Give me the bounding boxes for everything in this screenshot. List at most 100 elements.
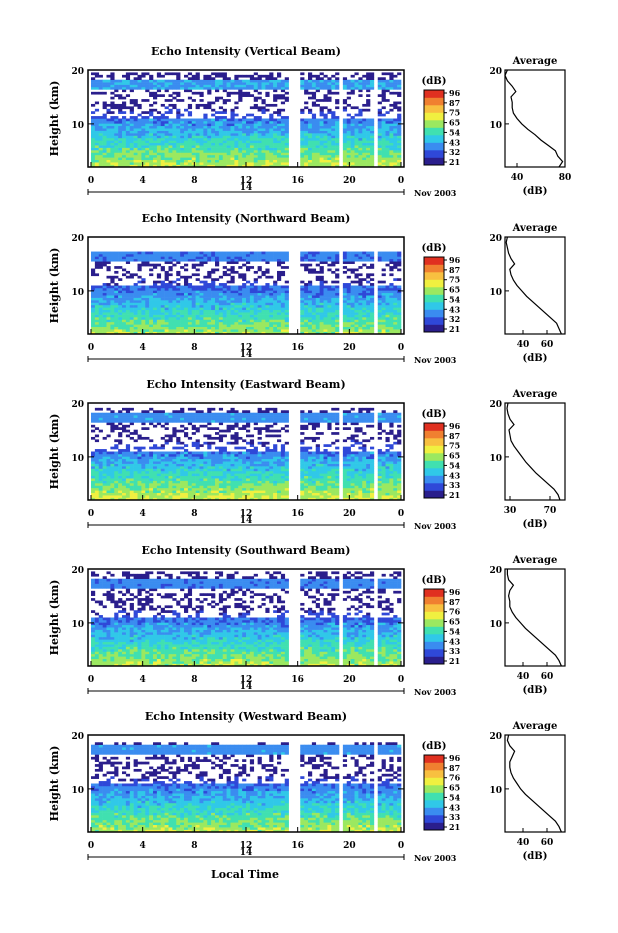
heatmap-cell [172, 302, 176, 305]
heatmap-cell [211, 305, 215, 308]
heatmap-cell [378, 317, 382, 320]
heatmap-cell [138, 288, 142, 291]
heatmap-cell [362, 307, 366, 310]
heatmap-cell [192, 152, 196, 155]
heatmap-cell [200, 483, 204, 486]
heatmap-cell [165, 252, 169, 255]
heatmap-cell [207, 104, 211, 107]
heatmap-cell [165, 72, 169, 75]
heatmap-cell [362, 264, 366, 267]
heatmap-cell [262, 148, 266, 151]
heatmap-cell [320, 319, 324, 322]
heatmap-cell [110, 302, 114, 305]
heatmap-cell [91, 119, 95, 122]
heatmap-cell [378, 281, 382, 284]
heatmap-cell [258, 133, 262, 136]
heatmap-cell [219, 131, 223, 134]
heatmap-cell [393, 298, 397, 301]
heatmap-cell [281, 288, 285, 291]
heatmap-cell [389, 77, 393, 80]
heatmap-cell [176, 485, 180, 488]
heatmap-cell [258, 490, 262, 493]
heatmap-cell [320, 276, 324, 279]
heatmap-cell [134, 490, 138, 493]
heatmap-cell [378, 135, 382, 138]
heatmap-cell [269, 114, 273, 117]
heatmap-cell [393, 286, 397, 289]
heatmap-cell [169, 493, 173, 496]
heatmap-cell [95, 131, 99, 134]
heatmap-cell [320, 259, 324, 262]
heatmap-cell [343, 87, 347, 90]
heatmap-cell [149, 305, 153, 308]
heatmap-cell [157, 131, 161, 134]
heatmap-cell [331, 157, 335, 160]
heatmap-cell [254, 143, 258, 146]
heatmap-cell [145, 143, 149, 146]
heatmap-cell [215, 119, 219, 122]
colorbar-tick-label: 65 [449, 118, 460, 128]
heatmap-cell [351, 143, 355, 146]
heatmap-cell [219, 485, 223, 488]
heatmap-cell [107, 252, 111, 255]
heatmap-cell [211, 269, 215, 272]
heatmap-cell [312, 150, 316, 153]
heatmap-cell [122, 273, 126, 276]
heatmap-cell [200, 324, 204, 327]
heatmap-cell [192, 140, 196, 143]
heatmap-cell [161, 145, 165, 148]
heatmap-cell [153, 259, 157, 262]
heatmap-cell [366, 300, 370, 303]
heatmap-cell [335, 123, 339, 126]
heatmap-cell [269, 312, 273, 315]
heatmap-cell [227, 324, 231, 327]
heatmap-cell [300, 281, 304, 284]
heatmap-cell [207, 312, 211, 315]
heatmap-cell [285, 485, 289, 488]
heatmap-cell [234, 106, 238, 109]
heatmap-cell [99, 317, 103, 320]
heatmap-cell [386, 264, 390, 267]
heatmap-cell [285, 97, 289, 100]
heatmap-cell [184, 148, 188, 151]
heatmap-cell [277, 259, 281, 262]
heatmap-cell [176, 490, 180, 493]
heatmap-cell [269, 121, 273, 124]
heatmap-cell [219, 138, 223, 141]
heatmap-cell [343, 315, 347, 318]
heatmap-cell [200, 315, 204, 318]
heatmap-cell [242, 80, 246, 83]
heatmap-cell [107, 111, 111, 114]
heatmap-cell [362, 483, 366, 486]
heatmap-cell [281, 319, 285, 322]
heatmap-cell [157, 157, 161, 160]
heatmap-cell [355, 145, 359, 148]
heatmap-cell [169, 485, 173, 488]
heatmap-cell [378, 302, 382, 305]
heatmap-cell [149, 140, 153, 143]
heatmap-cell [165, 157, 169, 160]
heatmap-cell [215, 278, 219, 281]
heatmap-cell [389, 483, 393, 486]
heatmap-cell [99, 312, 103, 315]
heatmap-cell [393, 259, 397, 262]
heatmap-cell [223, 123, 227, 126]
heatmap-cell [389, 155, 393, 158]
heatmap-cell [355, 327, 359, 330]
heatmap-cell [192, 259, 196, 262]
heatmap-cell [262, 119, 266, 122]
heatmap-cell [393, 319, 397, 322]
heatmap-cell [246, 75, 250, 78]
heatmap-cell [258, 290, 262, 293]
heatmap-cell [153, 119, 157, 122]
heatmap-cell [331, 493, 335, 496]
heatmap-cell [397, 310, 401, 313]
heatmap-cell [304, 324, 308, 327]
heatmap-cell [269, 319, 273, 322]
heatmap-cell [358, 300, 362, 303]
heatmap-cell [331, 143, 335, 146]
heatmap-cell [172, 133, 176, 136]
heatmap-cell [153, 307, 157, 310]
heatmap-cell [172, 293, 176, 296]
heatmap-cell [99, 324, 103, 327]
